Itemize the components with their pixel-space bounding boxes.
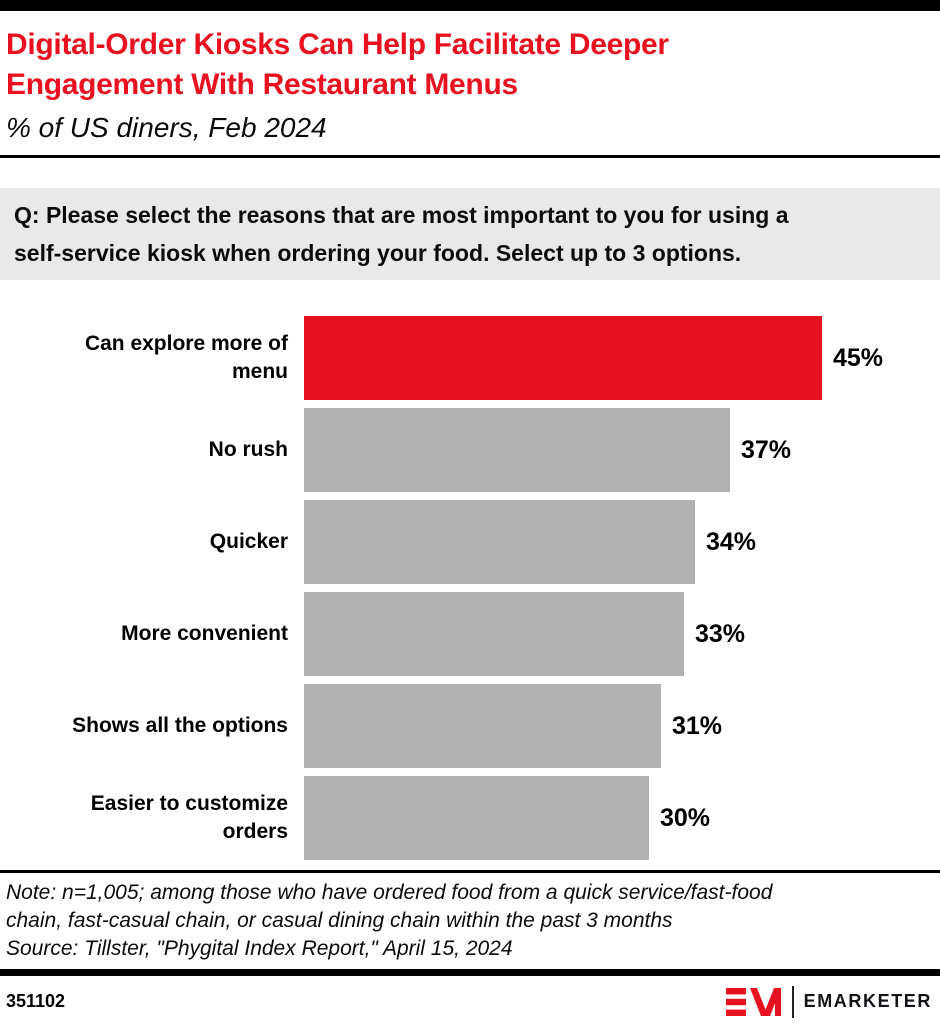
bar-category-label: Quicker	[209, 530, 288, 553]
note-divider	[0, 870, 940, 873]
header-divider	[0, 155, 940, 158]
bar	[304, 684, 661, 768]
bar-track: 37%	[304, 408, 940, 492]
bar	[304, 316, 822, 400]
bar-row: No rush 37%	[0, 408, 940, 492]
bar-value-label: 33%	[695, 619, 746, 648]
bar-value-label: 45%	[833, 343, 884, 372]
emarketer-wordmark: EMARKETER	[803, 991, 932, 1011]
footer: 351102 EMARKETER	[0, 976, 940, 1027]
header: Digital-Order Kiosks Can Help Facilitate…	[0, 11, 940, 145]
bar-track: 33%	[304, 592, 940, 676]
chart-id: 351102	[6, 991, 66, 1011]
bar-value-label: 34%	[706, 527, 757, 556]
bar-category-label: Easier to customize orders	[90, 792, 288, 843]
notes-block: Note: n=1,005; among those who have orde…	[0, 873, 940, 963]
bar-value-label: 31%	[672, 711, 723, 740]
bar-track: 45%	[304, 316, 940, 400]
logo-divider	[791, 985, 794, 1018]
bar-row: Shows all the options 31%	[0, 684, 940, 768]
bar-row: Easier to customize orders 30%	[0, 776, 940, 860]
top-black-bar	[0, 0, 940, 11]
bar-track: 31%	[304, 684, 940, 768]
bar-category-label: More convenient	[121, 622, 288, 645]
source-text: Source: Tillster, "Phygital Index Report…	[6, 937, 513, 960]
bottom-black-bar	[0, 969, 940, 976]
bar-category-label: Shows all the options	[72, 714, 288, 737]
question-box: Q: Please select the reasons that are mo…	[0, 188, 940, 280]
bar-chart: Can explore more of menu 45% No rush 37% Quic…	[0, 316, 940, 860]
note-text: Note: n=1,005; among those who have orde…	[6, 881, 773, 932]
bar-category-label: Can explore more of menu	[84, 332, 288, 383]
bar-value-label: 30%	[660, 803, 711, 832]
bar-row: Can explore more of menu 45%	[0, 316, 940, 400]
bar-category-label: No rush	[208, 438, 288, 461]
bar-row: Quicker 34%	[0, 500, 940, 584]
bar	[304, 500, 695, 584]
bar-row: More convenient 33%	[0, 592, 940, 676]
bar	[304, 776, 649, 860]
bar	[304, 592, 684, 676]
em-logo-icon	[725, 987, 782, 1016]
page-title: Digital-Order Kiosks Can Help Facilitate…	[6, 28, 669, 101]
bar	[304, 408, 730, 492]
bar-track: 34%	[304, 500, 940, 584]
page-subtitle: % of US diners, Feb 2024	[6, 112, 327, 143]
bar-track: 30%	[304, 776, 940, 860]
emarketer-logo: EMARKETER	[725, 985, 932, 1018]
bar-value-label: 37%	[741, 435, 792, 464]
